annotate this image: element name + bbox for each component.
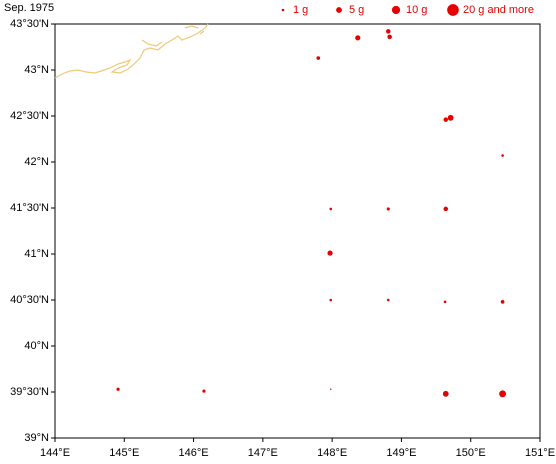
catch-point (329, 298, 333, 302)
plot-frame (54, 23, 541, 439)
catch-point (442, 390, 449, 397)
catch-point (443, 117, 449, 122)
y-tick-label: 39°N (24, 432, 49, 444)
catch-point (330, 388, 332, 390)
x-tick-label: 150°E (456, 447, 486, 459)
catch-point (443, 206, 449, 212)
x-tick-label: 144°E (40, 447, 70, 459)
x-tick-label: 146°E (179, 447, 209, 459)
legend-symbol (281, 8, 285, 12)
x-tick-label: 151°E (525, 447, 555, 459)
x-tick-label: 147°E (248, 447, 278, 459)
y-tick-label: 41°30'N (10, 202, 49, 214)
y-tick-label: 41°N (24, 248, 49, 260)
y-tick-label: 40°30'N (10, 294, 49, 306)
legend-label: 10 g (406, 4, 427, 16)
y-tick-label: 40°N (24, 340, 49, 352)
catch-point (501, 154, 504, 157)
y-tick-label: 39°30'N (10, 386, 49, 398)
catch-point (202, 389, 206, 393)
catch-point (500, 300, 505, 304)
catch-point (443, 300, 447, 304)
legend-label: 20 g and more (463, 4, 534, 16)
legend-symbol (391, 5, 401, 15)
x-tick-label: 145°E (109, 447, 139, 459)
legend-symbol (447, 4, 459, 16)
catch-point (386, 29, 391, 34)
y-tick-label: 43°N (24, 64, 49, 76)
catch-point (327, 250, 333, 256)
coastline (54, 23, 209, 79)
catch-point (329, 207, 333, 211)
catch-point (116, 387, 120, 391)
chart-title: Sep. 1975 (4, 2, 54, 14)
y-tick-label: 42°30'N (10, 110, 49, 122)
legend-label: 5 g (349, 4, 364, 16)
catch-point (447, 114, 454, 121)
catch-point (355, 35, 361, 41)
legend-symbol (336, 7, 342, 13)
catch-point (386, 207, 390, 211)
y-tick-label: 43°30'N (10, 18, 49, 30)
catch-point (499, 390, 507, 398)
catch-point (316, 56, 321, 60)
x-tick-label: 149°E (386, 447, 416, 459)
legend-label: 1 g (293, 4, 308, 16)
x-tick-label: 148°E (317, 447, 347, 459)
catch-point (387, 34, 392, 40)
y-tick-label: 42°N (24, 156, 49, 168)
catch-point (386, 298, 390, 302)
